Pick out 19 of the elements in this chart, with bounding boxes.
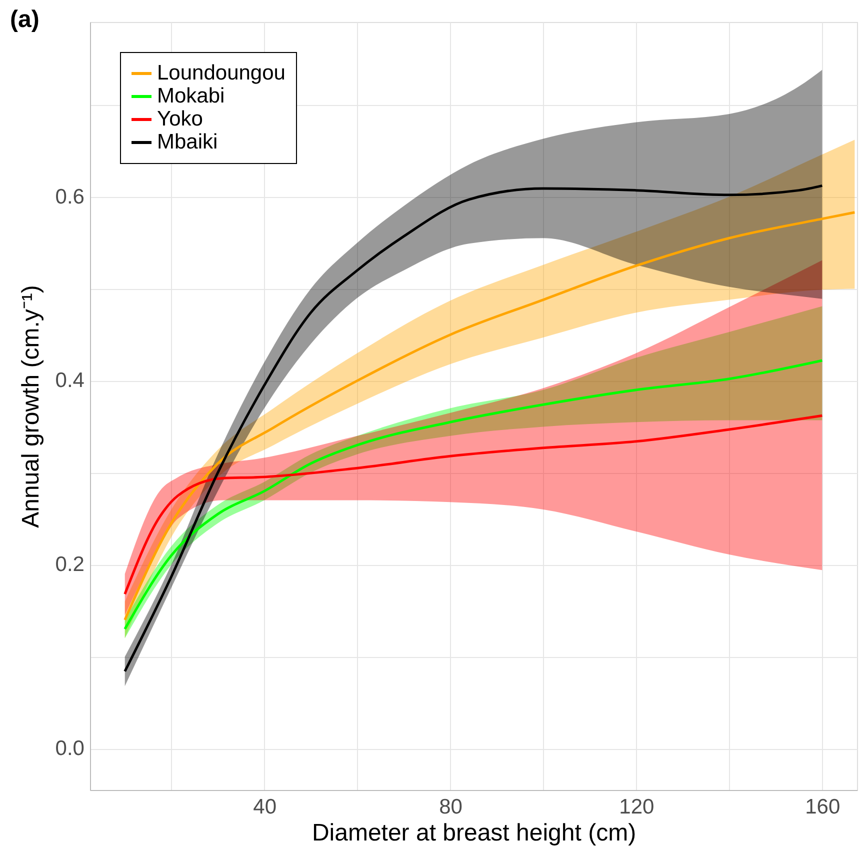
y-tick-label: 0.0 [55,737,84,760]
y-tick-label: 0.2 [55,553,84,576]
line-series [124,414,824,596]
x-tick-label: 120 [619,796,654,818]
legend-label: Loundoungou [157,62,286,84]
line-series [124,211,856,622]
x-tick-label: 80 [439,796,462,818]
legend-label: Mokabi [157,84,225,108]
legend-label: Mbaiki [157,130,218,154]
y-tick-label: 0.4 [55,369,85,392]
line-series [124,184,824,673]
line-series [124,359,824,630]
y-axis-title: Annual growth (cm.y⁻¹) [17,285,44,528]
chart-title: (a) [10,6,40,33]
x-axis-title: Diameter at breast height (cm) [312,820,636,846]
x-tick-label: 160 [805,796,840,818]
x-tick-label: 40 [253,796,276,818]
legend-label: Yoko [157,108,203,130]
y-tick-label: 0.6 [55,185,84,208]
